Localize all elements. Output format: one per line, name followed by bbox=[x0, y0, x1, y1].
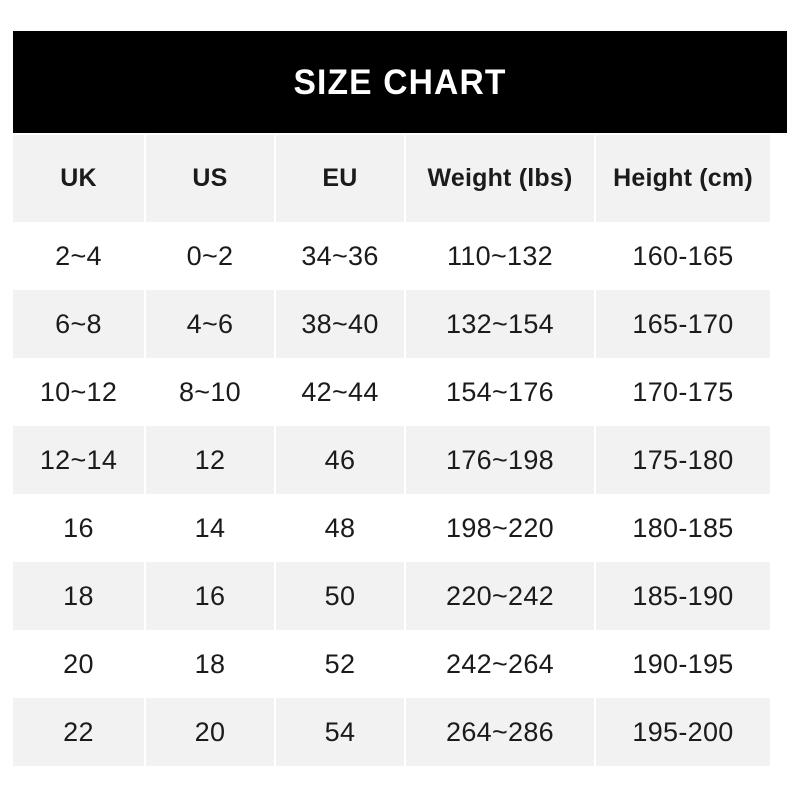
cell-us: 20 bbox=[145, 698, 276, 766]
cell-weight: 242~264 bbox=[405, 630, 596, 698]
table-header: UK US EU Weight (lbs) Height (cm) bbox=[13, 135, 770, 222]
cell-weight: 154~176 bbox=[405, 358, 596, 426]
cell-eu: 50 bbox=[275, 562, 406, 630]
table-body: 2~4 0~2 34~36 110~132 160-165 6~8 4~6 38… bbox=[13, 222, 770, 766]
cell-uk: 6~8 bbox=[13, 290, 146, 358]
cell-weight: 176~198 bbox=[405, 426, 596, 494]
cell-eu: 48 bbox=[275, 494, 406, 562]
cell-eu: 46 bbox=[275, 426, 406, 494]
column-header-us: US bbox=[145, 135, 276, 222]
cell-us: 4~6 bbox=[145, 290, 276, 358]
cell-uk: 10~12 bbox=[13, 358, 146, 426]
column-header-height: Height (cm) bbox=[595, 135, 770, 222]
page-title: SIZE CHART bbox=[293, 62, 507, 102]
cell-weight: 132~154 bbox=[405, 290, 596, 358]
cell-height: 165-170 bbox=[595, 290, 770, 358]
cell-eu: 38~40 bbox=[275, 290, 406, 358]
cell-height: 160-165 bbox=[595, 222, 770, 290]
table-header-row: UK US EU Weight (lbs) Height (cm) bbox=[13, 135, 770, 222]
cell-us: 0~2 bbox=[145, 222, 276, 290]
cell-uk: 12~14 bbox=[13, 426, 146, 494]
cell-eu: 54 bbox=[275, 698, 406, 766]
cell-eu: 42~44 bbox=[275, 358, 406, 426]
cell-us: 8~10 bbox=[145, 358, 276, 426]
table-row: 10~12 8~10 42~44 154~176 170-175 bbox=[13, 358, 770, 426]
cell-us: 18 bbox=[145, 630, 276, 698]
cell-weight: 198~220 bbox=[405, 494, 596, 562]
cell-uk: 16 bbox=[13, 494, 146, 562]
column-header-eu: EU bbox=[275, 135, 406, 222]
cell-us: 12 bbox=[145, 426, 276, 494]
cell-height: 195-200 bbox=[595, 698, 770, 766]
cell-us: 14 bbox=[145, 494, 276, 562]
cell-uk: 18 bbox=[13, 562, 146, 630]
table-row: 18 16 50 220~242 185-190 bbox=[13, 562, 770, 630]
cell-uk: 20 bbox=[13, 630, 146, 698]
size-chart-table: UK US EU Weight (lbs) Height (cm) 2~4 0~… bbox=[13, 135, 770, 766]
table-row: 2~4 0~2 34~36 110~132 160-165 bbox=[13, 222, 770, 290]
cell-weight: 220~242 bbox=[405, 562, 596, 630]
cell-height: 170-175 bbox=[595, 358, 770, 426]
cell-weight: 264~286 bbox=[405, 698, 596, 766]
table-row: 16 14 48 198~220 180-185 bbox=[13, 494, 770, 562]
cell-uk: 22 bbox=[13, 698, 146, 766]
cell-height: 185-190 bbox=[595, 562, 770, 630]
cell-weight: 110~132 bbox=[405, 222, 596, 290]
cell-eu: 52 bbox=[275, 630, 406, 698]
cell-uk: 2~4 bbox=[13, 222, 146, 290]
cell-height: 175-180 bbox=[595, 426, 770, 494]
table-row: 12~14 12 46 176~198 175-180 bbox=[13, 426, 770, 494]
column-header-weight: Weight (lbs) bbox=[405, 135, 596, 222]
table-row: 20 18 52 242~264 190-195 bbox=[13, 630, 770, 698]
table-row: 22 20 54 264~286 195-200 bbox=[13, 698, 770, 766]
cell-eu: 34~36 bbox=[275, 222, 406, 290]
cell-height: 180-185 bbox=[595, 494, 770, 562]
cell-us: 16 bbox=[145, 562, 276, 630]
title-bar: SIZE CHART bbox=[13, 31, 787, 133]
column-header-uk: UK bbox=[13, 135, 146, 222]
cell-height: 190-195 bbox=[595, 630, 770, 698]
table-row: 6~8 4~6 38~40 132~154 165-170 bbox=[13, 290, 770, 358]
